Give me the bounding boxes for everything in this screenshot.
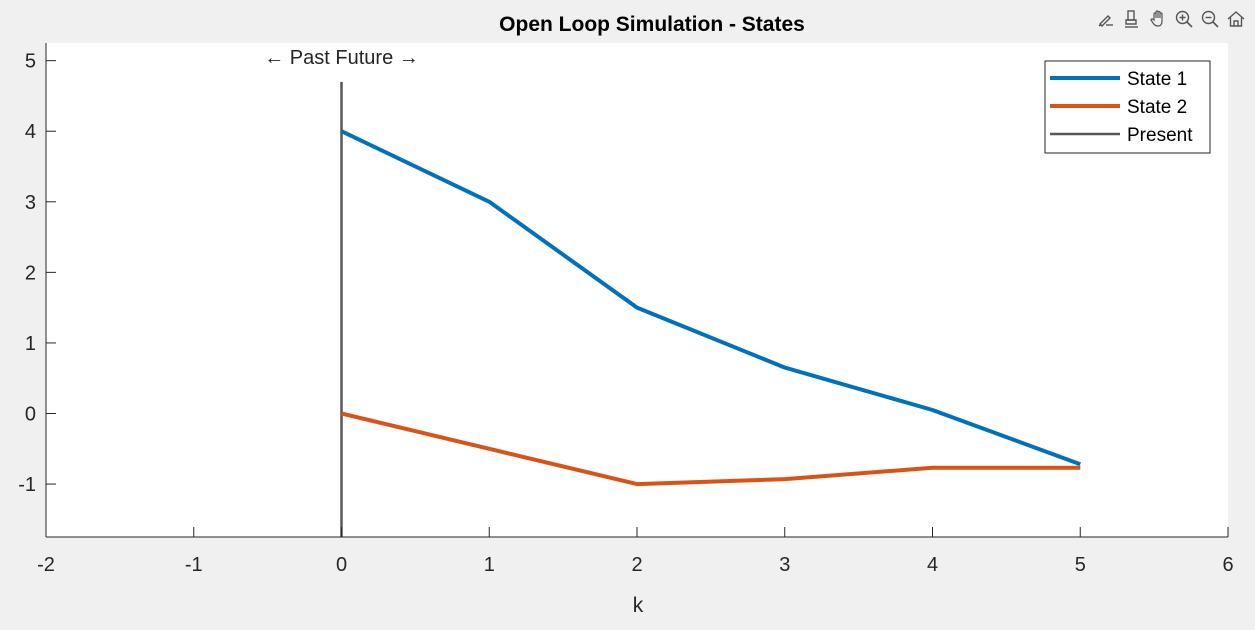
chart-title: Open Loop Simulation - States <box>499 13 805 36</box>
x-tick-label: 1 <box>484 554 495 576</box>
series-layer <box>340 81 1081 537</box>
legend-label: State 1 <box>1127 69 1187 90</box>
legend-label: State 2 <box>1127 97 1187 118</box>
series-line-2 <box>341 411 1081 487</box>
legend[interactable]: State 1 State 2 Present <box>1044 60 1211 154</box>
x-tick-label: -1 <box>185 554 203 576</box>
y-tick-label: 0 <box>25 404 36 426</box>
y-tick-label: 5 <box>25 51 36 73</box>
series-line-1 <box>340 129 1081 467</box>
plot-area <box>46 43 1228 537</box>
x-tick-label: 5 <box>1075 554 1086 576</box>
x-tick-label: 3 <box>779 554 790 576</box>
x-tick-label: 6 <box>1222 554 1233 576</box>
y-tick-label: 4 <box>25 121 36 143</box>
pan-icon[interactable] <box>1147 8 1169 30</box>
home-icon[interactable] <box>1225 8 1247 30</box>
x-tick-label: 0 <box>336 554 347 576</box>
zoom-out-icon[interactable] <box>1199 8 1221 30</box>
axes-layer: -2 -1 0 1 2 3 4 5 6 -1 0 1 2 3 4 5 <box>18 43 1234 576</box>
legend-label: Present <box>1127 125 1193 146</box>
x-tick-label: 2 <box>631 554 642 576</box>
y-tick-label: 1 <box>25 333 36 355</box>
zoom-in-icon[interactable] <box>1173 8 1195 30</box>
brush-icon[interactable] <box>1095 8 1117 30</box>
x-tick-label: -2 <box>37 554 55 576</box>
x-tick-label: 4 <box>927 554 938 576</box>
y-tick-label: 2 <box>25 262 36 284</box>
past-future-annotation: ← Past Future → <box>264 47 419 69</box>
y-tick-label: -1 <box>18 474 36 496</box>
axes-toolbar <box>1095 8 1247 30</box>
data-tip-icon[interactable] <box>1121 8 1143 30</box>
x-axis-label: k <box>633 594 644 617</box>
y-tick-label: 3 <box>25 192 36 214</box>
